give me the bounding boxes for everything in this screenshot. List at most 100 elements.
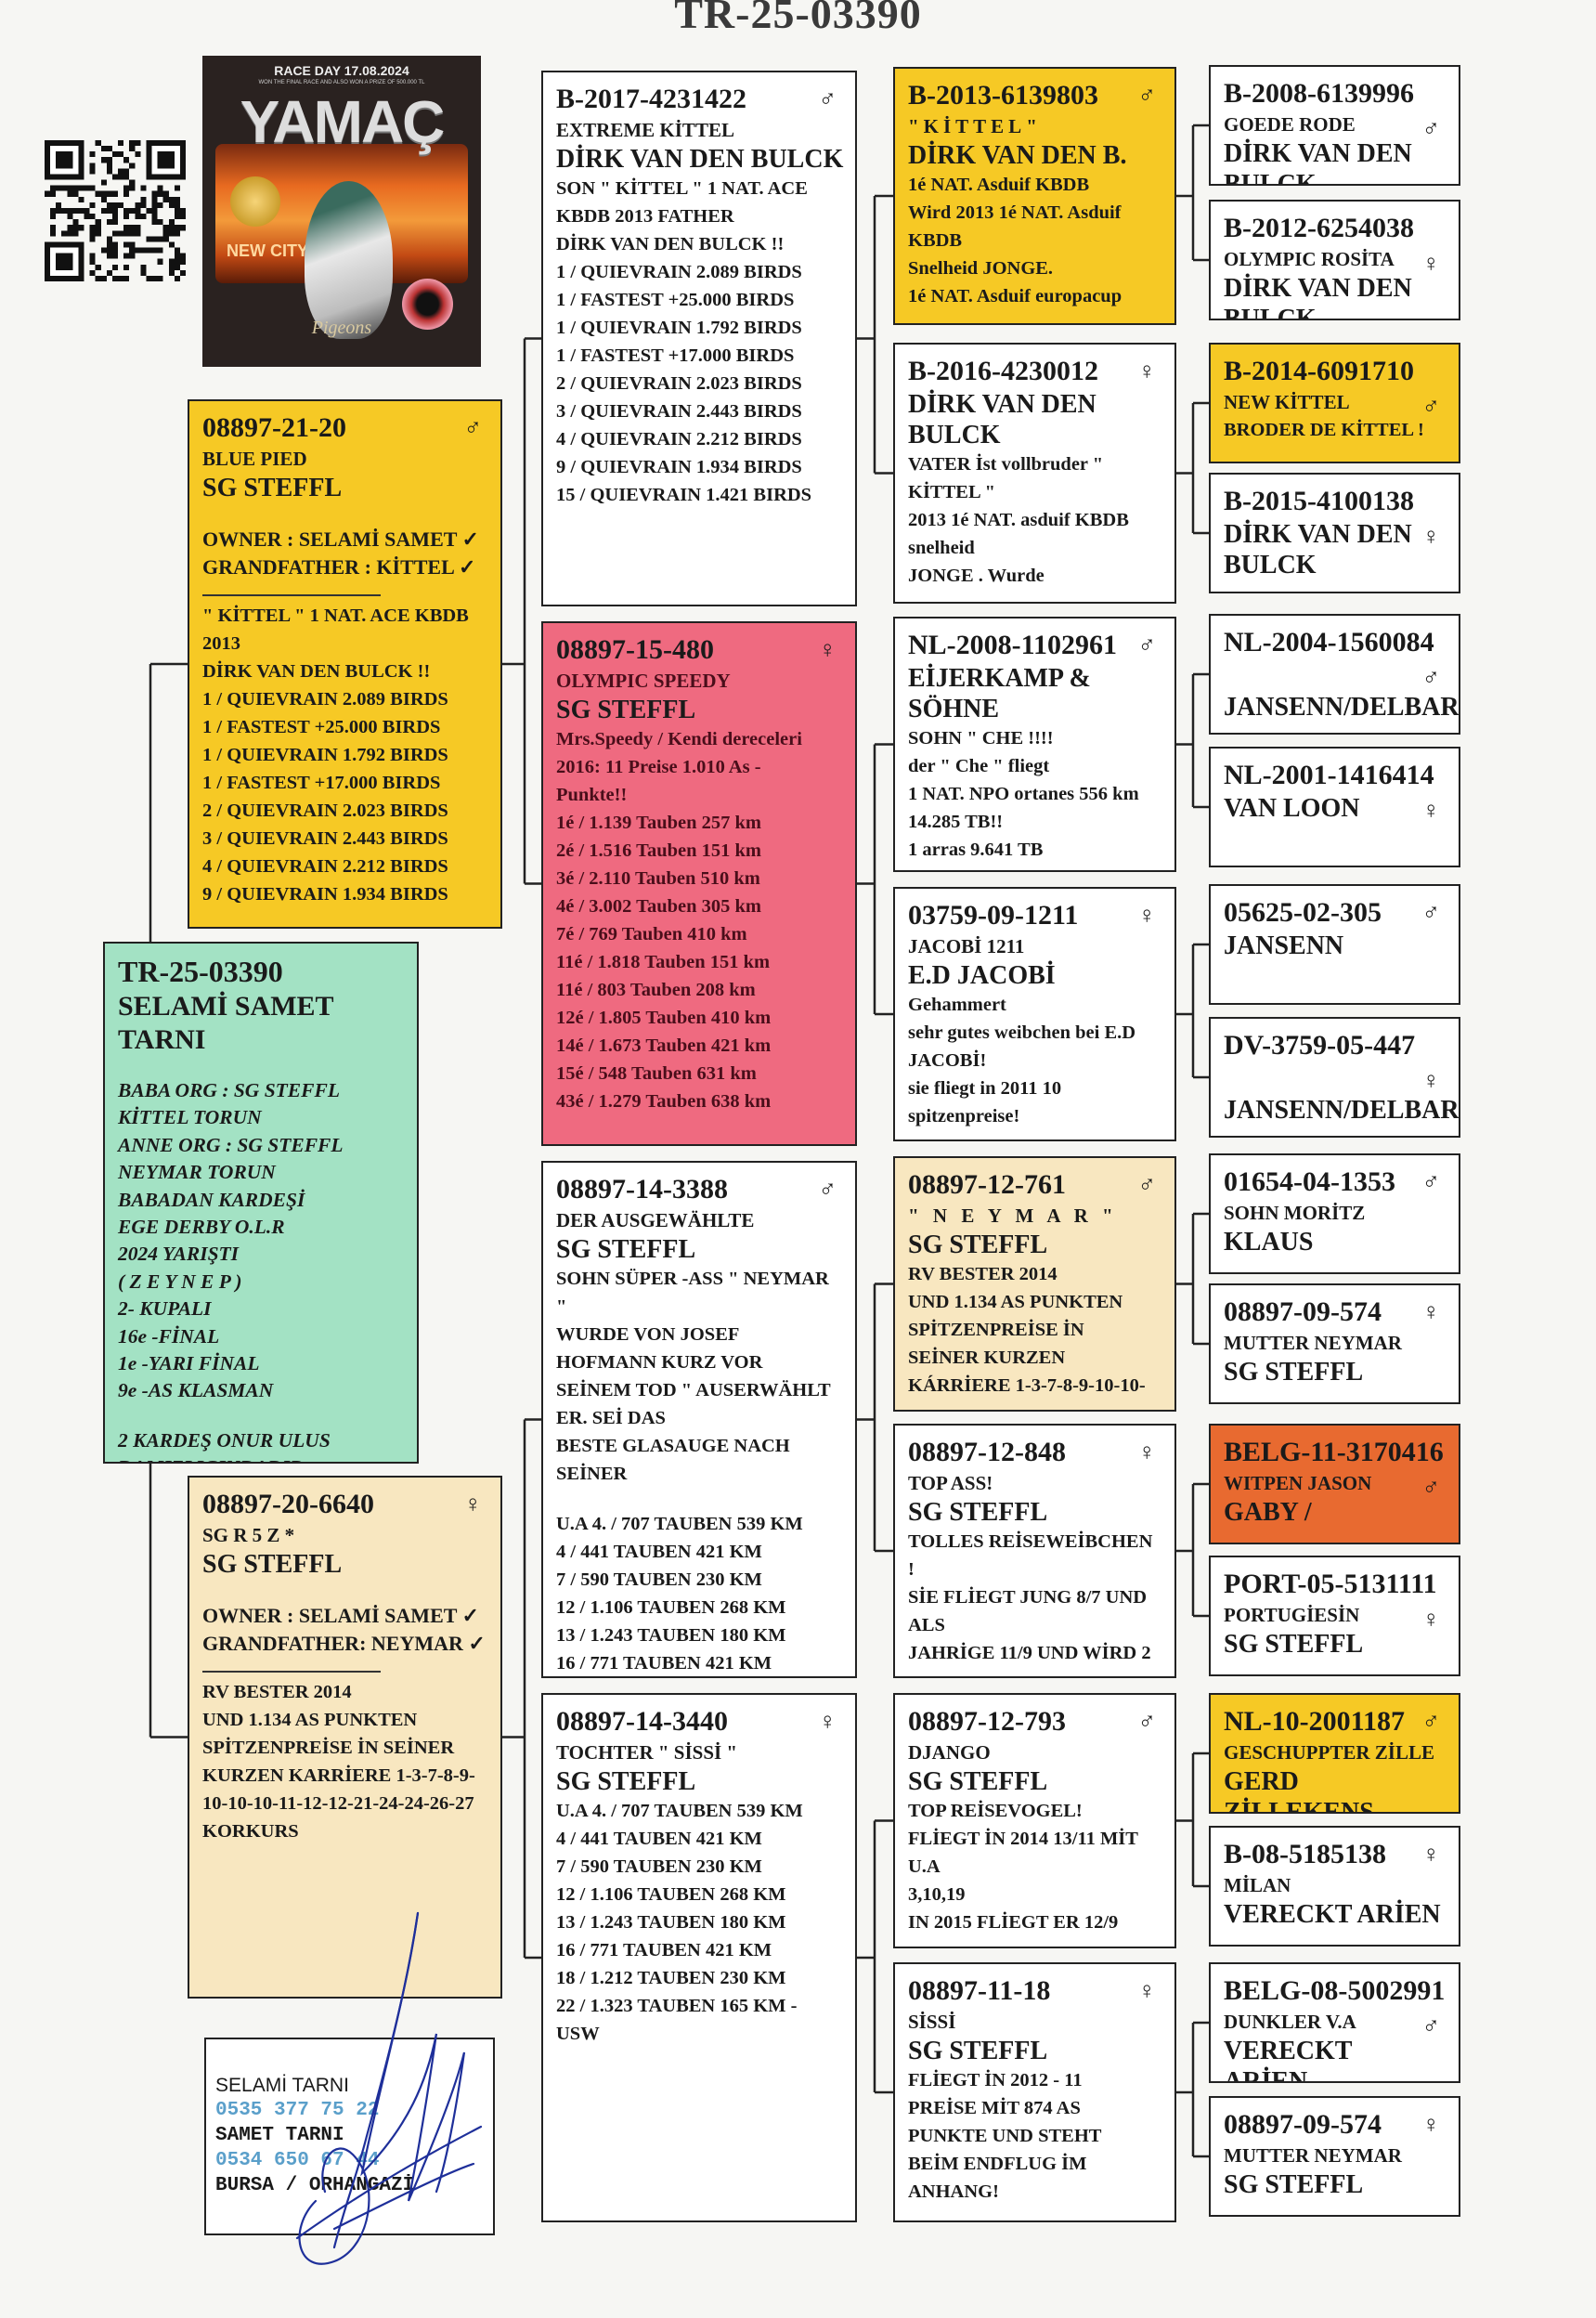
male-symbol-icon: ♂ [1137, 1171, 1157, 1198]
great-grandparent-card[interactable]: 08897-12-761 ♂ " N E Y M A R " SG STEFFL RV … [893, 1156, 1176, 1412]
female-symbol-icon: ♀ [1421, 1606, 1441, 1633]
gg-grandparent-card[interactable]: 08897-09-574 ♀ MUTTER NEYMAR SG STEFFL [1209, 2096, 1460, 2217]
pedigree-note: KURZEN KARRİERE 1-3-7-8-9- [202, 1765, 475, 1786]
pedigree-note: 16 / 771 TAUBEN 421 KM [556, 1940, 772, 1960]
pigeon-name: EXTREME KİTTEL [556, 119, 734, 141]
great-grandparent-card[interactable]: NL-2008-1102961 ♂ EİJERKAMP & SÖHNE SOHN " … [893, 617, 1176, 872]
pigeon-name: SİSSİ [908, 2011, 956, 2033]
pedigree-note: 7 / 590 TAUBEN 230 KM [556, 1856, 762, 1877]
dam-card[interactable]: 08897-20-6640 ♀ SG R 5 Z * SG STEFFL OWNER :… [188, 1476, 502, 1999]
great-grandparent-card[interactable]: 08897-11-18 ♀ SİSSİ SG STEFFL FLİEGT İN 2012… [893, 1962, 1176, 2222]
contact-phone-1[interactable]: 0535 377 75 22 [215, 2100, 380, 2121]
pedigree-note: 2 / QUIEVRAIN 2.023 BIRDS [556, 373, 802, 394]
pedigree-note: 16e -FİNAL [118, 1324, 220, 1348]
pigeon-name: DJANGO [908, 1741, 991, 1764]
contact-phone-2[interactable]: 0534 650 67 44 [215, 2150, 380, 2171]
pedigree-note: SOHN " CHE !!!! [908, 728, 1054, 749]
pedigree-note: ALS [908, 1615, 945, 1635]
spacer [202, 1580, 489, 1602]
pedigree-note: SİE FLİEGT JUNG 8/7 UND [908, 1587, 1148, 1608]
female-symbol-icon: ♀ [1137, 358, 1157, 384]
gg-grandparent-card[interactable]: NL-2001-1416414 ♀ VAN LOON [1209, 747, 1460, 867]
gg-grandparent-card[interactable]: B-08-5185138 ♀ MİLAN VERECKT ARİEN [1209, 1826, 1460, 1947]
pedigree-note: 11é / 1.818 Tauben 151 km [556, 952, 771, 972]
pigeon-name: OLYMPIC ROSİTA [1224, 248, 1395, 270]
pigeon-name: SOHN MORİTZ [1224, 1202, 1366, 1224]
pedigree-note: 4 / 441 TAUBEN 421 KM [556, 1829, 762, 1849]
pedigree-note: SEİNER KURZEN [908, 1348, 1066, 1368]
great-grandparent-card[interactable]: 03759-09-1211 ♀ JACOBİ 1211 E.D JACOBİ Geham… [893, 887, 1176, 1141]
grandparent-card[interactable]: 08897-14-3440 ♀ TOCHTER " SİSSİ " SG STEFFL… [541, 1693, 857, 2222]
pedigree-note: KİTTEL " [908, 482, 995, 502]
pedigree-note: 1é / 1.139 Tauben 257 km [556, 813, 761, 833]
male-symbol-icon: ♂ [1421, 2012, 1441, 2039]
gg-grandparent-card[interactable]: B-2014-6091710 ♂ NEW KİTTEL BRODER DE KİTTE… [1209, 343, 1460, 463]
grandparent-card[interactable]: 08897-14-3388 ♂ DER AUSGEWÄHLTE SG STEFFL SO… [541, 1161, 857, 1678]
pigeon-image [305, 181, 393, 339]
gg-grandparent-card[interactable]: B-2008-6139996 ♂ GOEDE RODE DİRK VAN DEN BU… [1209, 65, 1460, 186]
ring-number: B-2017-4231422 [556, 84, 746, 114]
ring-number: B-2016-4230012 [908, 356, 1098, 386]
breeder-name: SG STEFFL [556, 1767, 696, 1796]
pedigree-note: 3,10,19 [908, 1884, 966, 1905]
female-symbol-icon: ♀ [1421, 2111, 1441, 2138]
gg-grandparent-card[interactable]: DV-3759-05-447 ♀ JANSENN/DELBAR [1209, 1017, 1460, 1138]
breeder-name: VERECKT ARİEN [1224, 2037, 1352, 2083]
female-symbol-icon: ♀ [1421, 797, 1441, 824]
pedigree-note: 2 KARDEŞ ONUR ULUS [118, 1428, 331, 1452]
pedigree-note: WURDE VON JOSEF [556, 1324, 740, 1345]
breeder-name: DİRK VAN DEN BULCK [556, 145, 844, 174]
qr-code[interactable] [45, 133, 186, 289]
race-day-text: RACE DAY 17.08.2024 [274, 63, 409, 78]
divider-line [202, 594, 381, 596]
ring-number: B-2013-6139803 [908, 80, 1098, 111]
subject-card[interactable]: TR-25-03390 SELAMİ SAMET TARNI BABA ORG : … [103, 942, 419, 1464]
pedigree-note: spitzenpreise! [908, 1106, 1020, 1126]
breeder-name: SG STEFFL [1224, 1358, 1364, 1387]
gg-grandparent-card[interactable]: BELG-08-5002991 ♂ DUNKLER V.A VERECKT ARİEN [1209, 1962, 1460, 2083]
male-symbol-icon: ♂ [1421, 1708, 1441, 1735]
female-symbol-icon: ♀ [818, 636, 837, 663]
pedigree-note: 3 / QUIEVRAIN 2.443 BIRDS [202, 828, 448, 849]
gg-grandparent-card[interactable]: 08897-09-574 ♀ MUTTER NEYMAR SG STEFFL [1209, 1283, 1460, 1404]
sire-card[interactable]: 08897-21-20 ♂ BLUE PIED SG STEFFL OWNER : SE… [188, 399, 502, 929]
breeder-name: DİRK VAN DEN BULCK [1224, 274, 1412, 320]
male-symbol-icon: ♂ [463, 414, 483, 441]
gg-grandparent-card[interactable]: PORT-05-5131111 ♀ PORTUGİESİN SG STEFFL [1209, 1556, 1460, 1676]
male-symbol-icon: ♂ [1421, 393, 1441, 420]
pigeon-name: MUTTER NEYMAR [1224, 2144, 1402, 2167]
breeder-name: SG STEFFL [556, 1235, 696, 1264]
pigeon-name: NEW KİTTEL [1224, 391, 1350, 413]
pigeon-name: WITPEN JASON [1224, 1472, 1372, 1494]
great-grandparent-card[interactable]: B-2013-6139803 ♂ "KİTTEL" DİRK VAN DEN B. 1é… [893, 67, 1176, 325]
pedigree-note: UND 1.134 AS PUNKTEN [202, 1710, 418, 1730]
gg-grandparent-card[interactable]: 05625-02-305 ♂ JANSENN [1209, 884, 1460, 1005]
pedigree-note: 1 / QUIEVRAIN 2.089 BIRDS [202, 689, 448, 710]
great-grandparent-card[interactable]: 08897-12-793 ♂ DJANGO SG STEFFL TOP REİSEVOG… [893, 1693, 1176, 1948]
gg-grandparent-card[interactable]: B-2012-6254038 ♀ OLYMPIC ROSİTA DİRK VAN DE… [1209, 200, 1460, 320]
great-grandparent-card[interactable]: 08897-12-848 ♀ TOP ASS! SG STEFFL TOLLES REİ… [893, 1424, 1176, 1678]
male-symbol-icon: ♂ [1137, 1708, 1157, 1735]
city-text: NEW CITY [227, 241, 308, 260]
pigeon-eye-image [402, 279, 453, 330]
pedigree-note: U.A 4. / 707 TAUBEN 539 KM [556, 1801, 803, 1821]
gg-grandparent-card[interactable]: BELG-11-3170416 ♂ WITPEN JASON GABY / [1209, 1424, 1460, 1544]
pedigree-note: 1é NAT. Asduif KBDB [908, 175, 1090, 195]
female-symbol-icon: ♀ [1421, 1067, 1441, 1094]
female-symbol-icon: ♀ [1421, 1841, 1441, 1868]
pedigree-note: FLİEGT İN 2012 - 11 [908, 2070, 1083, 2090]
gg-grandparent-card[interactable]: B-2015-4100138 ♀ DİRK VAN DEN BULCK [1209, 473, 1460, 593]
great-grandparent-card[interactable]: B-2016-4230012 ♀ DİRK VAN DEN BULCK VATER İ… [893, 343, 1176, 604]
grandparent-card[interactable]: B-2017-4231422 ♂ EXTREME KİTTEL DİRK VAN DE… [541, 71, 857, 606]
pedigree-note: BABA ORG : SG STEFFL [118, 1079, 340, 1101]
pedigree-note: Snelheid JONGE. [908, 258, 1054, 279]
breeder-name: GERD ZİLLEKENS [1224, 1767, 1374, 1814]
male-symbol-icon: ♂ [1421, 1474, 1441, 1501]
gg-grandparent-card[interactable]: NL-10-2001187 ♂ GESCHUPPTER ZİLLE GERD ZİLL… [1209, 1693, 1460, 1814]
gg-grandparent-card[interactable]: NL-2004-1560084 ♂ JANSENN/DELBAR [1209, 614, 1460, 735]
grandparent-card[interactable]: 08897-15-480 ♀ OLYMPIC SPEEDY SG STEFFL Mrs.… [541, 621, 857, 1146]
ring-number: 08897-09-574 [1224, 1296, 1382, 1327]
pedigree-note: SEİNEM TOD " AUSERWÄHLT [556, 1380, 831, 1400]
gg-grandparent-card[interactable]: 01654-04-1353 ♂ SOHN MORİTZ KLAUS [1209, 1153, 1460, 1274]
pedigree-note: DİRK VAN DEN BULCK !! [556, 234, 785, 254]
